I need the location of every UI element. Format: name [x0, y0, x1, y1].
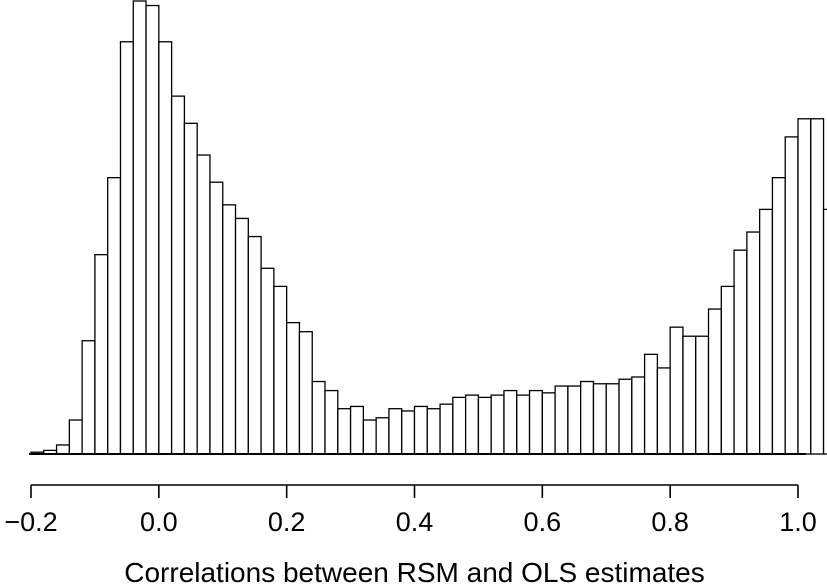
histogram-bar: [746, 231, 761, 455]
histogram-bar: [822, 208, 827, 455]
x-axis-tick-label: 0.4: [396, 507, 434, 537]
x-axis-title: Correlations between RSM and OLS estimat…: [124, 557, 705, 587]
histogram-bar: [605, 383, 620, 455]
histogram-bar: [771, 177, 786, 455]
histogram-bar: [643, 353, 659, 455]
x-axis-tick-label: 0.0: [140, 507, 178, 537]
histogram-bar: [183, 122, 198, 455]
x-axis-tick-label: 1.0: [779, 507, 817, 537]
histogram-bar: [631, 376, 646, 455]
histogram-bar: [81, 340, 96, 455]
histogram-bar: [464, 394, 480, 455]
histogram-bar: [426, 408, 441, 455]
histogram-bar: [720, 285, 735, 455]
histogram-bar: [554, 385, 569, 455]
histogram-bar: [490, 394, 505, 455]
histogram-bar: [298, 331, 313, 455]
x-axis-ticks: −0.2 0.0 0.2 0.4 0.6 0.8 1.0: [4, 485, 817, 537]
x-axis: −0.2 0.0 0.2 0.4 0.6 0.8 1.0: [4, 484, 817, 537]
histogram-bar: [580, 380, 595, 455]
x-axis-tick-label: 0.8: [651, 507, 689, 537]
histogram-bar: [209, 181, 224, 455]
x-axis-tick-label: 0.6: [524, 507, 562, 537]
histogram-bar: [337, 408, 352, 455]
histogram-bar: [132, 0, 147, 455]
histogram-bar: [439, 403, 454, 455]
histogram-bar: [349, 405, 365, 455]
histogram-bar: [618, 378, 633, 455]
histogram-bar: [797, 118, 812, 455]
histogram-bar: [401, 410, 416, 455]
histogram-bar: [567, 385, 582, 455]
histogram-bar: [707, 308, 722, 455]
histogram-bar: [413, 405, 428, 455]
histogram-bar: [311, 380, 326, 455]
histogram-bar: [234, 217, 249, 455]
histogram-bar: [682, 335, 697, 455]
histogram-bar: [55, 444, 70, 455]
x-axis-tick-label: 0.2: [268, 507, 306, 537]
histogram-bar: [759, 208, 774, 455]
histogram-bar: [196, 154, 211, 455]
histogram-bar: [362, 419, 377, 455]
histogram-bar: [222, 204, 237, 455]
histogram-bar: [260, 267, 275, 455]
histogram-bar: [452, 396, 467, 455]
histogram-bars: [30, 0, 827, 455]
histogram-bar: [528, 389, 543, 455]
histogram-bar: [733, 249, 748, 455]
histogram-bar: [669, 326, 684, 455]
histogram-bar: [516, 394, 531, 455]
histogram-bar: [784, 136, 799, 455]
histogram-bar: [503, 389, 518, 455]
histogram-bar: [145, 4, 160, 455]
histogram-bar: [107, 177, 122, 455]
histogram-bar: [592, 383, 607, 455]
histogram-bar: [695, 335, 710, 455]
histogram-bar: [119, 41, 134, 455]
histogram-bar: [170, 95, 186, 455]
histogram-bar: [541, 392, 556, 455]
histogram-bar: [68, 419, 83, 455]
histogram-bar: [286, 321, 301, 455]
histogram-bar: [94, 254, 109, 455]
histogram-bar: [388, 408, 403, 455]
histogram-bar: [324, 389, 339, 455]
histogram-bar: [247, 235, 262, 455]
histogram-bar: [810, 118, 825, 455]
histogram-bar: [656, 367, 671, 455]
histogram-bar: [477, 396, 492, 455]
x-axis-tick-label: −0.2: [4, 507, 57, 537]
histogram-bar: [273, 285, 288, 455]
histogram-bar: [158, 41, 173, 455]
histogram-bar: [375, 417, 390, 455]
